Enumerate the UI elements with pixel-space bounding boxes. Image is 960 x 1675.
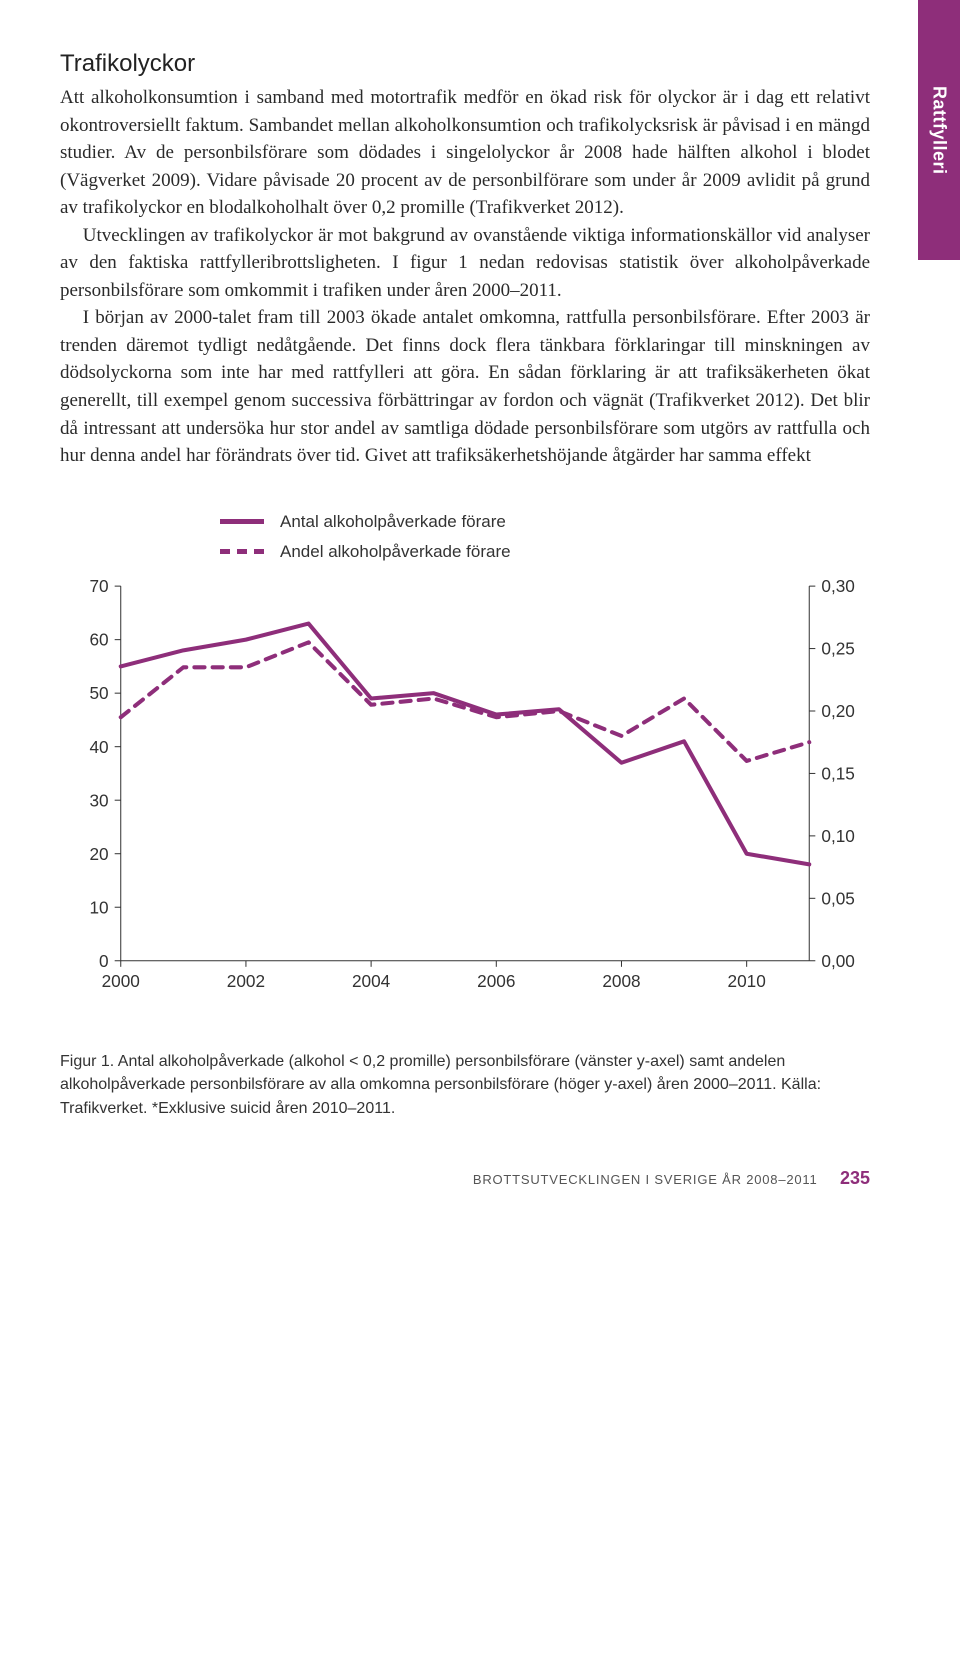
running-head: BROTTSUTVECKLINGEN I SVERIGE ÅR 2008–201…	[473, 1172, 818, 1187]
chart-caption: Figur 1. Antal alkoholpåverkade (alkohol…	[60, 1050, 870, 1120]
chart-legend: Antal alkoholpåverkade förare Andel alko…	[220, 512, 870, 562]
svg-text:20: 20	[89, 843, 108, 863]
svg-text:0,00: 0,00	[821, 950, 854, 970]
svg-text:2006: 2006	[477, 971, 515, 991]
legend-label-solid: Antal alkoholpåverkade förare	[280, 512, 506, 532]
legend-swatch-solid	[220, 519, 264, 524]
svg-text:0,25: 0,25	[821, 638, 854, 658]
svg-text:0,30: 0,30	[821, 576, 854, 596]
svg-text:10: 10	[89, 897, 108, 917]
svg-text:0,05: 0,05	[821, 888, 854, 908]
svg-text:0,20: 0,20	[821, 701, 854, 721]
side-tab: Rattfylleri	[918, 0, 960, 260]
svg-text:60: 60	[89, 629, 108, 649]
page-footer: BROTTSUTVECKLINGEN I SVERIGE ÅR 2008–201…	[60, 1168, 870, 1189]
legend-label-dashed: Andel alkoholpåverkade förare	[280, 542, 511, 562]
page-number: 235	[840, 1168, 870, 1188]
svg-text:70: 70	[89, 576, 108, 596]
chart: 0 10 20 30 40 50 60 70 0,00 0,05 0,10 0,15 0,20 0,25 0…	[60, 576, 870, 1027]
svg-text:0: 0	[99, 950, 109, 970]
svg-text:30: 30	[89, 790, 108, 810]
svg-text:0,15: 0,15	[821, 763, 854, 783]
svg-text:2002: 2002	[227, 971, 265, 991]
legend-swatch-dashed	[220, 549, 264, 554]
paragraph: I början av 2000-talet fram till 2003 ök…	[60, 304, 870, 469]
paragraph: Utvecklingen av trafikolyckor är mot bak…	[60, 222, 870, 305]
svg-text:2008: 2008	[602, 971, 640, 991]
body-text: Att alkoholkonsumtion i samband med moto…	[60, 84, 870, 470]
svg-text:50: 50	[89, 683, 108, 703]
legend-item-solid: Antal alkoholpåverkade förare	[220, 512, 870, 532]
legend-item-dashed: Andel alkoholpåverkade förare	[220, 542, 870, 562]
svg-text:40: 40	[89, 736, 108, 756]
svg-text:2000: 2000	[102, 971, 140, 991]
chart-svg: 0 10 20 30 40 50 60 70 0,00 0,05 0,10 0,15 0,20 0,25 0…	[60, 576, 870, 1022]
svg-text:0,10: 0,10	[821, 826, 854, 846]
section-heading: Trafikolyckor	[60, 50, 870, 78]
side-tab-label: Rattfylleri	[929, 86, 950, 175]
svg-text:2004: 2004	[352, 971, 391, 991]
svg-text:2010: 2010	[728, 971, 766, 991]
paragraph: Att alkoholkonsumtion i samband med moto…	[60, 84, 870, 222]
